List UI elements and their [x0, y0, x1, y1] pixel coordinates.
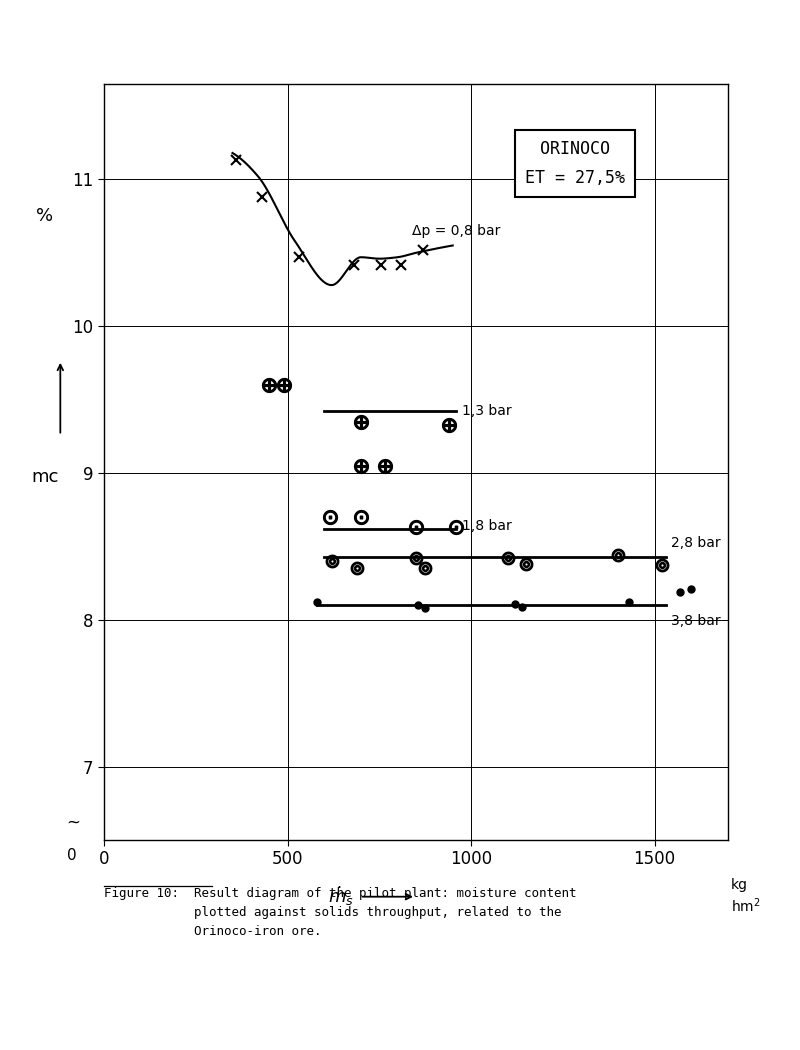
Text: $\dot{m}_s$: $\dot{m}_s$ — [327, 885, 354, 908]
Text: 0: 0 — [67, 848, 77, 863]
Text: 2,8 bar: 2,8 bar — [671, 537, 721, 550]
Text: Δp = 0,8 bar: Δp = 0,8 bar — [412, 224, 501, 238]
Text: plotted against solids throughput, related to the: plotted against solids throughput, relat… — [104, 906, 562, 919]
Text: 1,3 bar: 1,3 bar — [462, 404, 511, 418]
Text: ~: ~ — [66, 814, 80, 832]
Text: mc: mc — [31, 468, 58, 486]
Text: 1,8 bar: 1,8 bar — [462, 519, 512, 532]
Text: 3,8 bar: 3,8 bar — [671, 614, 721, 628]
Text: kg
hm$^2$: kg hm$^2$ — [731, 878, 761, 916]
Text: Figure 10:  Result diagram of the pilot plant: moisture content: Figure 10: Result diagram of the pilot p… — [104, 887, 577, 900]
Text: %: % — [36, 207, 54, 226]
Text: Orinoco-iron ore.: Orinoco-iron ore. — [104, 925, 322, 938]
Text: ORINOCO
ET = 27,5%: ORINOCO ET = 27,5% — [525, 140, 625, 187]
